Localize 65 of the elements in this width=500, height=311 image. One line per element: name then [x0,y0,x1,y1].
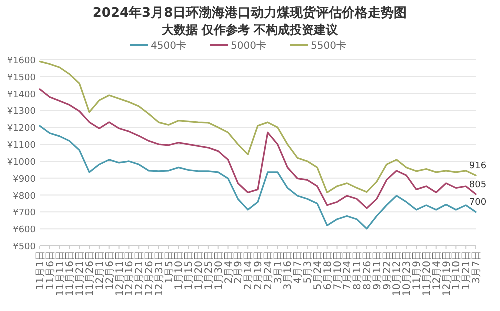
x-tick-label: 11月1日 [36,251,46,290]
x-tick-label: 12月16日 [124,251,136,296]
x-tick-label: 2月4日 [224,251,235,284]
x-tick-label: 11月21日 [75,251,86,296]
legend-label: 5500卡 [311,40,346,52]
y-tick-label: ¥1400 [7,90,36,100]
y-tick-label: ¥1100 [7,141,36,152]
x-tick-label: 7月10日 [332,251,344,290]
data-label: 805 [469,180,487,190]
y-tick-label: ¥1500 [7,73,36,84]
x-tick-label: 9月22日 [382,251,394,290]
x-tick-label: 4月7日 [293,251,304,284]
x-tick-label: 3月1日 [273,251,284,284]
y-tick-label: ¥600 [13,226,36,236]
x-tick-label: 1月5日 [164,251,176,284]
x-tick-label: 12月31日 [154,251,166,296]
x-tick-label: 9月11日 [372,251,384,290]
x-tick-label: 3月7日 [472,251,482,284]
x-tick-label: 1月20日 [194,251,206,290]
x-tick-label: 11月9日 [412,251,424,290]
x-tick-label: 10月23日 [402,251,414,296]
y-tick-label: ¥700 [13,208,36,219]
y-tick-label: ¥800 [13,192,36,202]
x-tick-label: 2月14日 [244,251,255,290]
chart-title: 2024年3月8日环渤海港口动力煤现货评估价格走势图 [92,5,408,21]
x-tick-label: 12月19日 [442,251,453,296]
x-tick-label: 11月26日 [85,251,96,296]
x-tick-label: 2月19日 [254,251,264,290]
legend-label: 4500卡 [151,40,186,52]
x-tick-label: 12月11日 [114,251,126,296]
x-tick-label: 6月18日 [322,251,334,290]
x-tick-label: 11月16日 [65,251,76,296]
x-tick-label: 12月4日 [432,251,443,290]
y-tick-label: ¥1000 [7,158,36,168]
x-tick-label: 8月26日 [362,251,374,290]
x-tick-label: 11月20日 [422,251,433,296]
y-tick-label: ¥900 [13,174,36,185]
y-tick-label: ¥1300 [7,107,36,118]
x-tick-label: 1月30日 [214,251,225,290]
x-tick-label: 12月26日 [144,251,156,296]
data-label: 700 [469,198,487,208]
x-tick-label: 3月16日 [283,251,294,290]
x-tick-label: 8月11日 [352,251,364,290]
x-tick-label: 5月3日 [303,251,314,284]
x-tick-label: 2月9日 [234,251,245,284]
x-tick-label: 5月24日 [312,251,324,290]
x-tick-label: 1月25日 [204,251,215,290]
chart-subtitle: 大数据 仅作参考 不构成投资建议 [162,23,340,37]
x-tick-label: 12月1日 [94,251,106,290]
y-tick-label: ¥1200 [7,124,36,134]
x-tick-label: 1月10日 [174,251,186,290]
data-label: 916 [469,162,487,172]
x-tick-label: 1月21日 [462,251,473,290]
x-tick-label: 1月10日 [452,251,463,290]
x-tick-label: 10月12日 [392,251,404,296]
legend-label: 5000卡 [231,40,266,52]
x-tick-label: 11月11日 [55,251,66,296]
y-tick-label: ¥500 [13,242,36,252]
x-tick-label: 12月21日 [134,251,146,296]
y-tick-label: ¥1600 [7,56,36,66]
x-tick-label: 2月24日 [263,251,274,290]
x-tick-label: 1月15日 [184,251,196,290]
x-tick-label: 11月6日 [45,251,56,290]
x-tick-label: 7月24日 [342,251,354,290]
x-tick-label: 12月6日 [104,251,116,290]
